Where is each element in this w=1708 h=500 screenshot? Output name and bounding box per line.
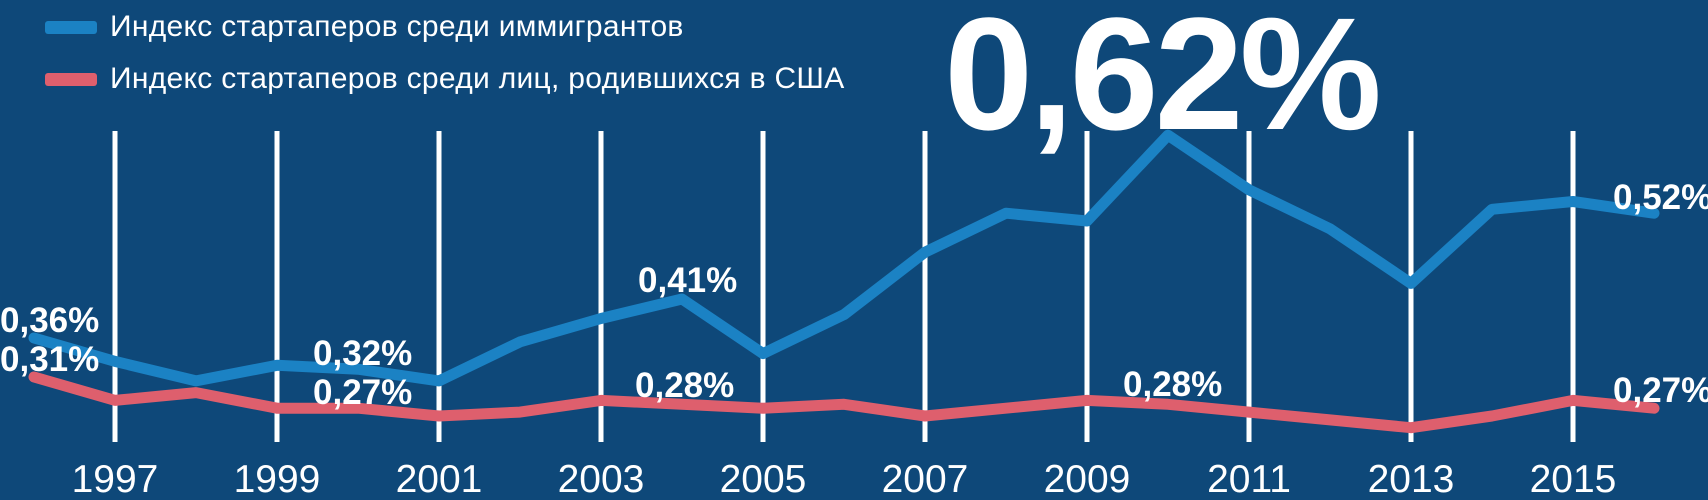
x-tick-label-2003: 2003 <box>557 458 645 500</box>
x-tick-label-2001: 2001 <box>395 458 483 500</box>
data-value-label-immigrants-2004: 0,41% <box>638 261 738 300</box>
x-tick-label-2015: 2015 <box>1529 458 1617 500</box>
x-tick-label-2005: 2005 <box>719 458 807 500</box>
data-value-label-immigrants-1996: 0,36% <box>0 301 100 340</box>
legend-label-us-born: Индекс стартаперов среди лиц, родившихся… <box>110 62 845 95</box>
legend-item-immigrants: Индекс стартаперов среди иммигрантов <box>45 8 684 46</box>
legend-swatch-us-born-icon <box>45 72 97 86</box>
data-value-label-us-born-1996: 0,31% <box>0 340 100 379</box>
series-line-us-born <box>28 371 1660 434</box>
x-tick-label-2007: 2007 <box>881 458 969 500</box>
data-value-label-us-born-2003: 0,28% <box>635 366 735 406</box>
data-value-label-immigrants-2000: 0,32% <box>313 334 413 374</box>
data-value-label-immigrants-2016: 0,52% <box>1613 178 1708 218</box>
x-tick-label-2011: 2011 <box>1207 458 1291 500</box>
series-line-immigrants <box>28 129 1660 387</box>
data-value-label-us-born-2000: 0,27% <box>313 373 413 413</box>
legend-swatch-immigrants-icon <box>45 20 97 34</box>
x-tick-label-1997: 1997 <box>71 458 159 500</box>
x-tick-label-1999: 1999 <box>233 458 321 500</box>
peak-value-label-immigrants-2010: 0,62% <box>944 0 1382 163</box>
legend-item-us-born: Индекс стартаперов среди лиц, родившихся… <box>45 60 845 98</box>
data-value-label-us-born-2009: 0,28% <box>1123 365 1223 405</box>
x-tick-label-2009: 2009 <box>1043 458 1131 500</box>
legend-label-immigrants: Индекс стартаперов среди иммигрантов <box>110 10 684 43</box>
data-value-label-us-born-2016: 0,27% <box>1613 371 1708 411</box>
x-tick-label-2013: 2013 <box>1367 458 1455 500</box>
